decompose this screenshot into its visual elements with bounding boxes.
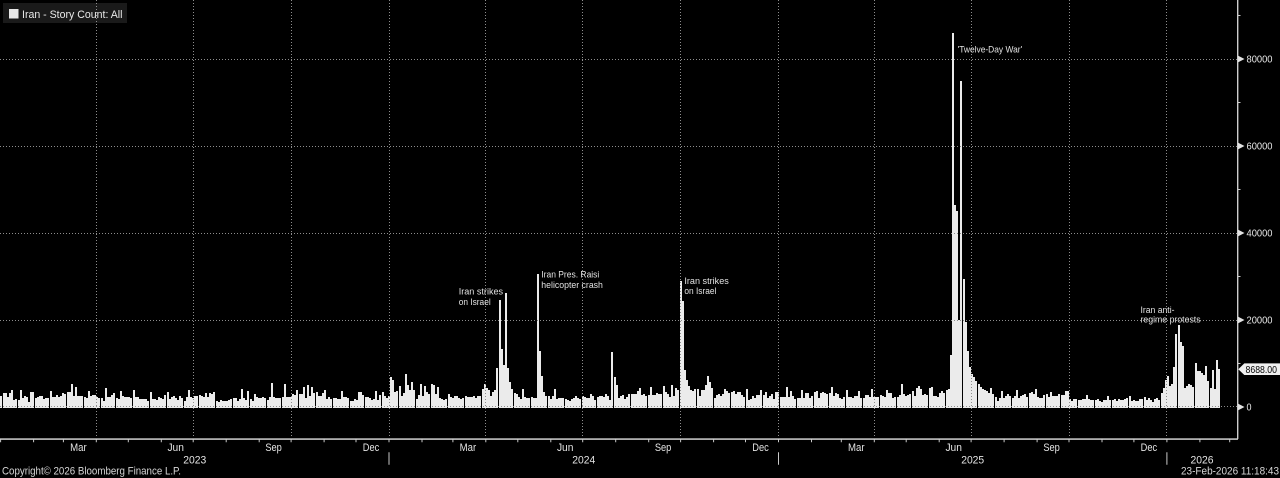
svg-text:regime protests: regime protests — [1141, 315, 1201, 326]
svg-text:40000: 40000 — [1247, 229, 1273, 240]
svg-text:23-Feb-2026 11:18:43: 23-Feb-2026 11:18:43 — [1181, 465, 1279, 477]
svg-text:80000: 80000 — [1247, 55, 1273, 66]
svg-text:Iran anti-: Iran anti- — [1141, 305, 1175, 316]
svg-text:Dec: Dec — [1141, 442, 1158, 454]
svg-text:on Israel: on Israel — [459, 297, 491, 308]
svg-text:'Twelve-Day War': 'Twelve-Day War' — [958, 44, 1023, 55]
svg-text:Iran strikes: Iran strikes — [459, 287, 504, 298]
svg-text:60000: 60000 — [1247, 142, 1273, 153]
svg-text:Sep: Sep — [265, 442, 282, 454]
svg-text:Copyright© 2026 Bloomberg Fina: Copyright© 2026 Bloomberg Finance L.P. — [2, 465, 181, 477]
svg-text:Iran - Story Count: All: Iran - Story Count: All — [22, 9, 123, 21]
svg-text:Iran Pres. Raisi: Iran Pres. Raisi — [541, 270, 599, 281]
svg-text:0: 0 — [1247, 403, 1252, 414]
svg-text:2025: 2025 — [961, 454, 984, 466]
svg-text:Dec: Dec — [363, 442, 380, 454]
svg-text:Sep: Sep — [1043, 442, 1060, 454]
svg-text:8688.00: 8688.00 — [1246, 365, 1278, 376]
svg-text:Jun: Jun — [557, 442, 574, 454]
svg-text:Jun: Jun — [167, 442, 184, 454]
svg-text:2023: 2023 — [183, 454, 206, 466]
svg-text:Mar: Mar — [460, 442, 477, 454]
svg-text:helicopter crash: helicopter crash — [541, 280, 603, 291]
svg-text:on Israel: on Israel — [684, 286, 716, 297]
svg-text:Iran strikes: Iran strikes — [684, 276, 729, 287]
svg-text:20000: 20000 — [1247, 316, 1273, 327]
svg-text:Dec: Dec — [752, 442, 769, 454]
svg-text:Mar: Mar — [70, 442, 87, 454]
svg-text:Mar: Mar — [848, 442, 865, 454]
svg-text:2024: 2024 — [572, 454, 595, 466]
svg-text:Jun: Jun — [945, 442, 962, 454]
svg-text:2026: 2026 — [1191, 454, 1214, 466]
svg-text:Sep: Sep — [655, 442, 672, 454]
